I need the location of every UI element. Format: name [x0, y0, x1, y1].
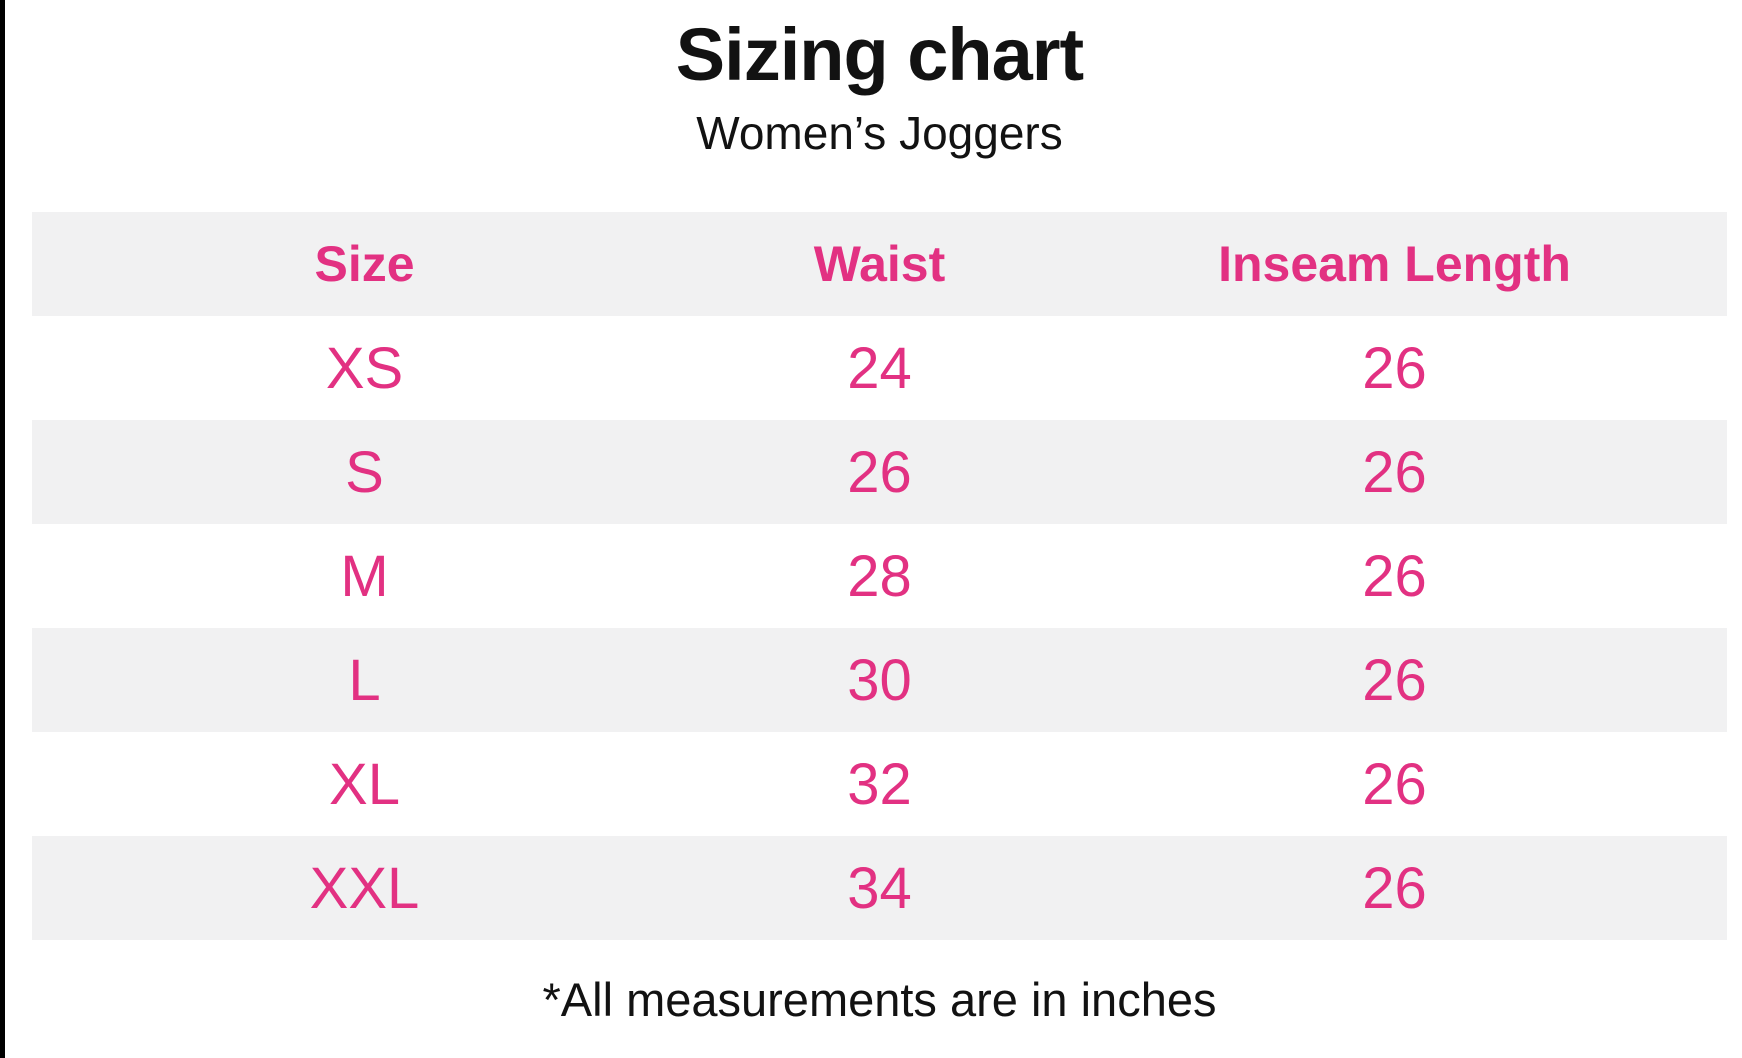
column-header-inseam-length: Inseam Length: [1218, 236, 1571, 292]
measurements-footnote: *All measurements are in inches: [542, 973, 1217, 1026]
cell-size: XS: [325, 335, 404, 401]
cell-inseam: 26: [1362, 855, 1427, 921]
sizing-table: Size Waist Inseam Length XS 24 26 S 26 2…: [32, 212, 1727, 940]
table-header-row: Size Waist Inseam Length: [32, 212, 1727, 316]
column-header-waist: Waist: [813, 236, 946, 292]
cell-waist: 34: [847, 855, 912, 921]
cell-inseam: 26: [1362, 439, 1427, 505]
table-row-xs: XS 24 26: [32, 316, 1727, 420]
cell-inseam: 26: [1362, 543, 1427, 609]
cell-waist: 28: [847, 543, 912, 609]
cell-inseam: 26: [1362, 751, 1427, 817]
cell-size: M: [340, 543, 389, 609]
table-row-l: L 30 26: [32, 628, 1727, 732]
column-header-size: Size: [314, 236, 415, 292]
cell-waist: 24: [847, 335, 912, 401]
cell-waist: 30: [847, 647, 912, 713]
cell-size: XXL: [309, 855, 420, 921]
table-row-m: M 28 26: [32, 524, 1727, 628]
sizing-chart-panel: Sizing chart Women’s Joggers Size Waist …: [32, 0, 1727, 1058]
page-subtitle: Women’s Joggers: [696, 107, 1063, 159]
table-row-xxl: XXL 34 26: [32, 836, 1727, 940]
cell-inseam: 26: [1362, 335, 1427, 401]
cell-size: L: [348, 647, 381, 713]
cell-waist: 32: [847, 751, 912, 817]
cell-size: S: [345, 439, 384, 505]
cell-inseam: 26: [1362, 647, 1427, 713]
cell-waist: 26: [847, 439, 912, 505]
image-left-border: [0, 0, 5, 1058]
cell-size: XL: [329, 751, 400, 817]
table-row-xl: XL 32 26: [32, 732, 1727, 836]
page-title: Sizing chart: [675, 13, 1084, 96]
table-row-s: S 26 26: [32, 420, 1727, 524]
